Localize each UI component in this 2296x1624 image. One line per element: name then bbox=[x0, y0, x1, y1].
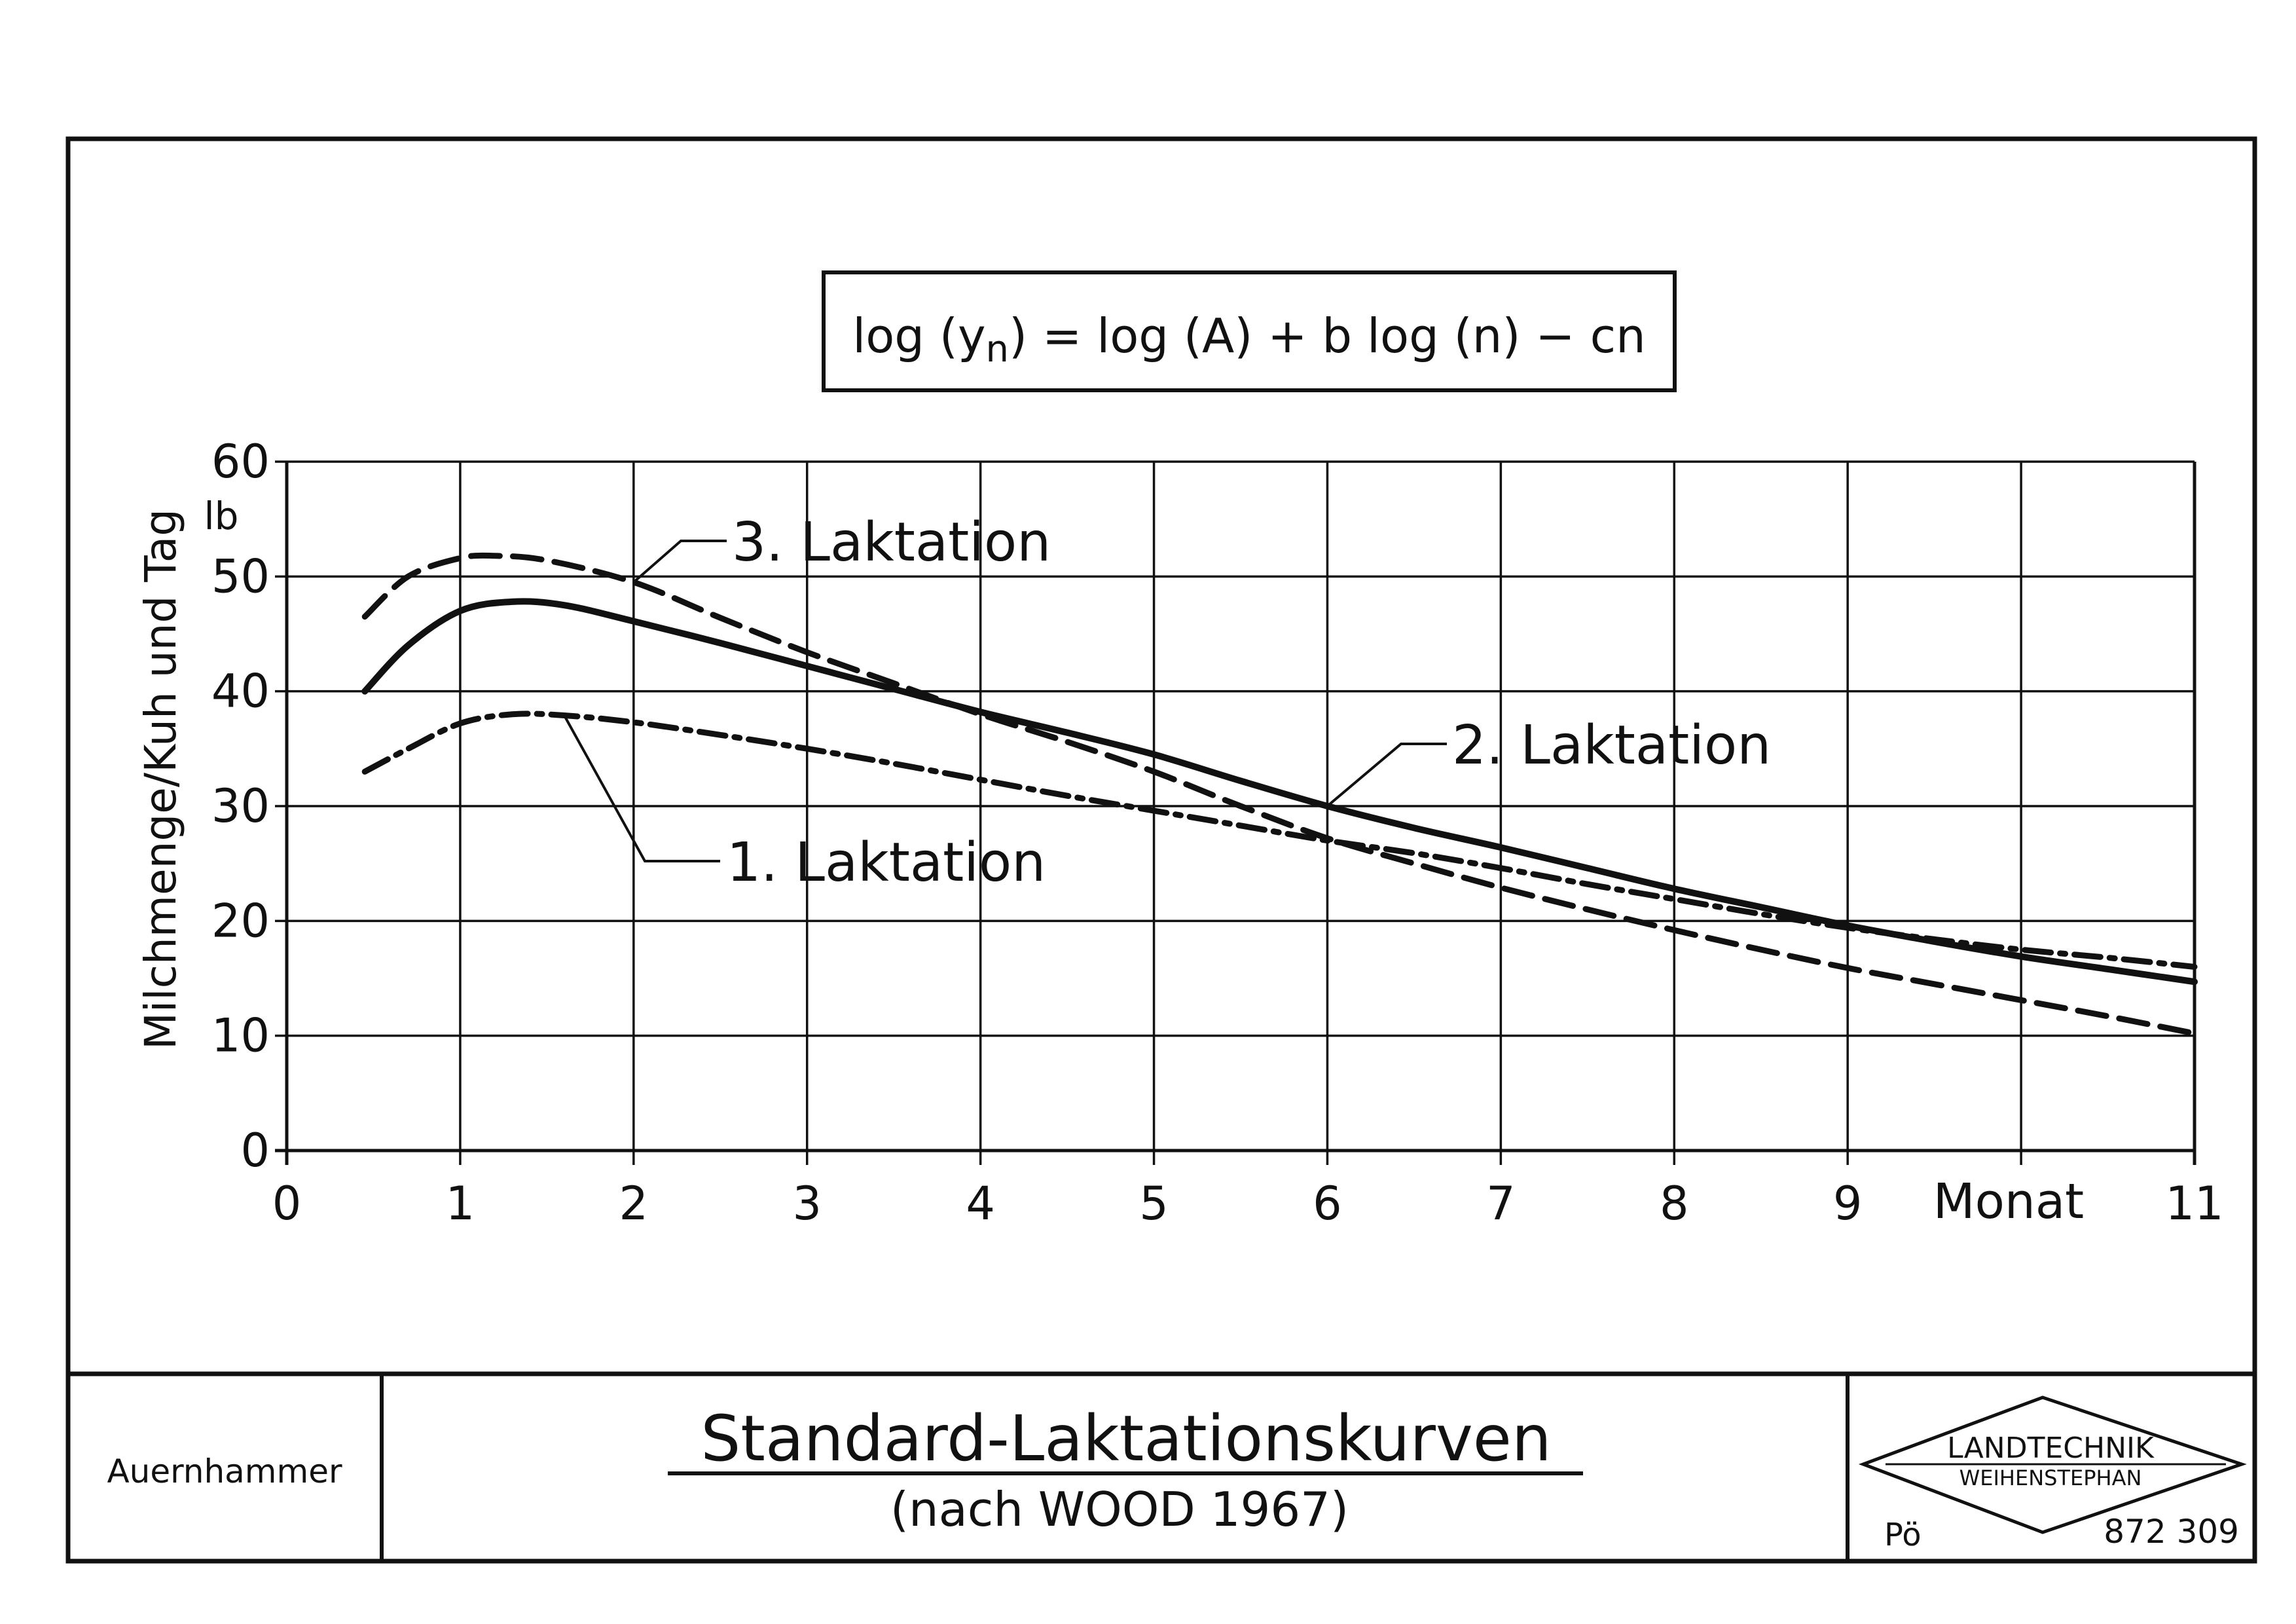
x-tick-label: 11 bbox=[2165, 1177, 2223, 1230]
y-tick-label: 20 bbox=[211, 894, 270, 948]
x-tick-label: 4 bbox=[966, 1177, 995, 1230]
formula-part-2: ) = log (A) + b log (n) − cn bbox=[1009, 308, 1646, 363]
series-label-2: 2. Laktation bbox=[1452, 714, 1771, 777]
landtechnik-logo: LANDTECHNIK WEIHENSTEPHAN bbox=[1858, 1395, 2247, 1534]
series-label-leader-3 bbox=[632, 540, 727, 583]
series-line-2 bbox=[361, 598, 2198, 986]
x-tick-label: 1 bbox=[446, 1177, 475, 1230]
x-axis-unit-label: Monat bbox=[1933, 1173, 2084, 1230]
formula-subscript: n bbox=[986, 328, 1010, 371]
formula-text: log (yn) = log (A) + b log (n) − cn bbox=[852, 308, 1646, 371]
logo-line-1: LANDTECHNIK bbox=[1947, 1431, 2155, 1465]
chart-series bbox=[361, 552, 2198, 1037]
chart-tick-labels: 0 1 2 3 4 5 6 7 8 9 11 0 10 20 30 40 50 60 bbox=[211, 435, 2224, 1230]
y-axis-title: Milchmenge/Kuh und Tag bbox=[136, 509, 186, 1050]
formula-box: log (yn) = log (A) + b log (n) − cn bbox=[822, 270, 1677, 392]
x-tick-label: 0 bbox=[272, 1177, 302, 1230]
x-tick-label: 8 bbox=[1660, 1177, 1689, 1230]
chart-series-labels: 1. Laktation 2. Laktation 3. Laktation bbox=[563, 511, 1771, 894]
x-tick-label: 7 bbox=[1486, 1177, 1516, 1230]
y-tick-label: 40 bbox=[211, 665, 270, 718]
x-tick-label: 6 bbox=[1313, 1177, 1342, 1230]
outer-frame bbox=[65, 136, 2257, 1564]
series-label-1: 1. Laktation bbox=[727, 832, 1046, 894]
y-tick-label: 0 bbox=[240, 1124, 270, 1177]
x-tick-label: 5 bbox=[1139, 1177, 1169, 1230]
x-tick-label: 2 bbox=[619, 1177, 649, 1230]
lactation-chart: 0 1 2 3 4 5 6 7 8 9 11 0 10 20 30 40 50 60 1. Laktation 2.… bbox=[136, 435, 2224, 1230]
chart-grid bbox=[275, 460, 2196, 1165]
y-tick-label: 30 bbox=[211, 779, 270, 833]
series-line-1 bbox=[361, 710, 2198, 970]
series-label-leader-2 bbox=[1326, 743, 1447, 807]
logo-line-2: WEIHENSTEPHAN bbox=[1959, 1466, 2142, 1490]
y-tick-label: 10 bbox=[211, 1009, 270, 1063]
drawer-initials: Pö bbox=[1884, 1517, 1922, 1553]
drawing-number: 872 309 bbox=[2104, 1513, 2239, 1551]
series-label-3: 3. Laktation bbox=[732, 511, 1051, 574]
formula-part-1: log (y bbox=[852, 308, 985, 363]
series-line-3 bbox=[361, 552, 2198, 1037]
x-tick-label: 3 bbox=[792, 1177, 822, 1230]
y-tick-label: 60 bbox=[211, 435, 270, 489]
drawing-subtitle: (nach WOOD 1967) bbox=[890, 1482, 1349, 1537]
drawing-title: Standard-Laktationskurven bbox=[701, 1402, 1551, 1475]
y-axis-unit: lb bbox=[204, 494, 239, 538]
author-name: Auernhammer bbox=[107, 1452, 342, 1490]
series-label-leader-1 bbox=[563, 714, 720, 862]
x-tick-label: 9 bbox=[1833, 1177, 1863, 1230]
y-tick-label: 50 bbox=[211, 549, 270, 603]
